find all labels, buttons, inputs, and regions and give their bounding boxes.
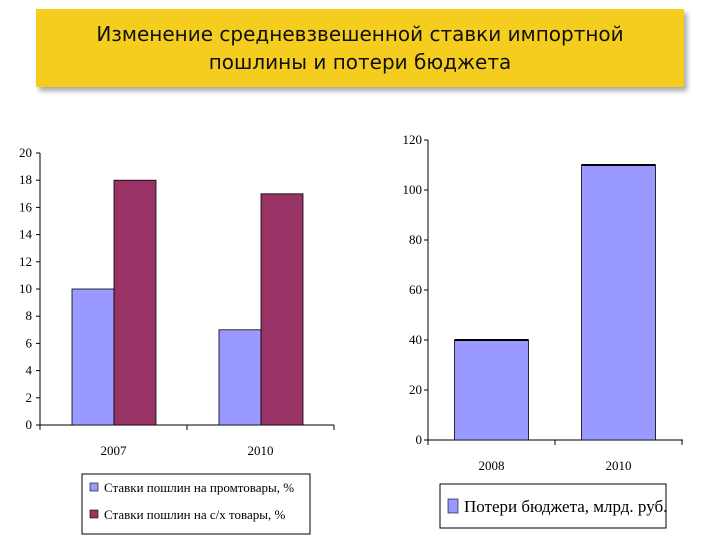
legend-label: Ставки пошлин на промтовары, % bbox=[104, 480, 294, 495]
x-tick-label: 2007 bbox=[101, 443, 128, 458]
y-tick-label: 60 bbox=[409, 282, 422, 297]
bar-budget-loss-2008 bbox=[454, 339, 529, 441]
x-tick-label: 2008 bbox=[479, 458, 505, 473]
slide-title: Изменение средневзвешенной ставки импорт… bbox=[96, 22, 624, 74]
y-tick-label: 120 bbox=[403, 132, 423, 147]
rates-chart: 0 2 4 6 8 10 12 14 16 18 20 2007 2010 Ставки пошлин н… bbox=[19, 145, 335, 535]
bar-industrial-2007 bbox=[71, 288, 115, 426]
legend-label: Потери бюджета, млрд. руб. bbox=[464, 497, 667, 516]
y-tick-label: 40 bbox=[409, 332, 422, 347]
y-tick-label: 14 bbox=[19, 227, 33, 242]
y-tick-label: 16 bbox=[19, 199, 33, 214]
legend-box bbox=[439, 483, 667, 529]
bar-agricultural-2010 bbox=[260, 193, 304, 426]
bar-agricultural-2007 bbox=[113, 179, 157, 426]
y-tick-label: 100 bbox=[403, 182, 423, 197]
y-tick-label: 2 bbox=[26, 390, 33, 405]
title-banner: Изменение средневзвешенной ставки импорт… bbox=[36, 9, 684, 87]
y-tick-label: 20 bbox=[19, 145, 32, 160]
y-tick-label: 8 bbox=[26, 308, 33, 323]
bar-budget-loss-2010 bbox=[581, 164, 656, 441]
y-tick-label: 18 bbox=[19, 172, 32, 187]
y-tick-label: 0 bbox=[416, 432, 423, 447]
legend-label: Ставки пошлин на с/х товары, % bbox=[104, 507, 285, 522]
x-tick-label: 2010 bbox=[606, 458, 632, 473]
legend-box bbox=[81, 473, 311, 535]
y-tick-label: 80 bbox=[409, 232, 422, 247]
y-tick-label: 4 bbox=[26, 363, 33, 378]
y-tick-label: 12 bbox=[19, 254, 32, 269]
y-tick-label: 0 bbox=[26, 417, 33, 432]
legend-swatch bbox=[89, 482, 99, 492]
y-tick-label: 10 bbox=[19, 281, 32, 296]
legend-swatch bbox=[447, 498, 459, 514]
y-tick-label: 20 bbox=[409, 382, 422, 397]
x-tick-label: 2010 bbox=[248, 443, 274, 458]
bar-industrial-2010 bbox=[218, 329, 262, 426]
legend-swatch bbox=[89, 509, 99, 519]
y-tick-label: 6 bbox=[26, 335, 33, 350]
